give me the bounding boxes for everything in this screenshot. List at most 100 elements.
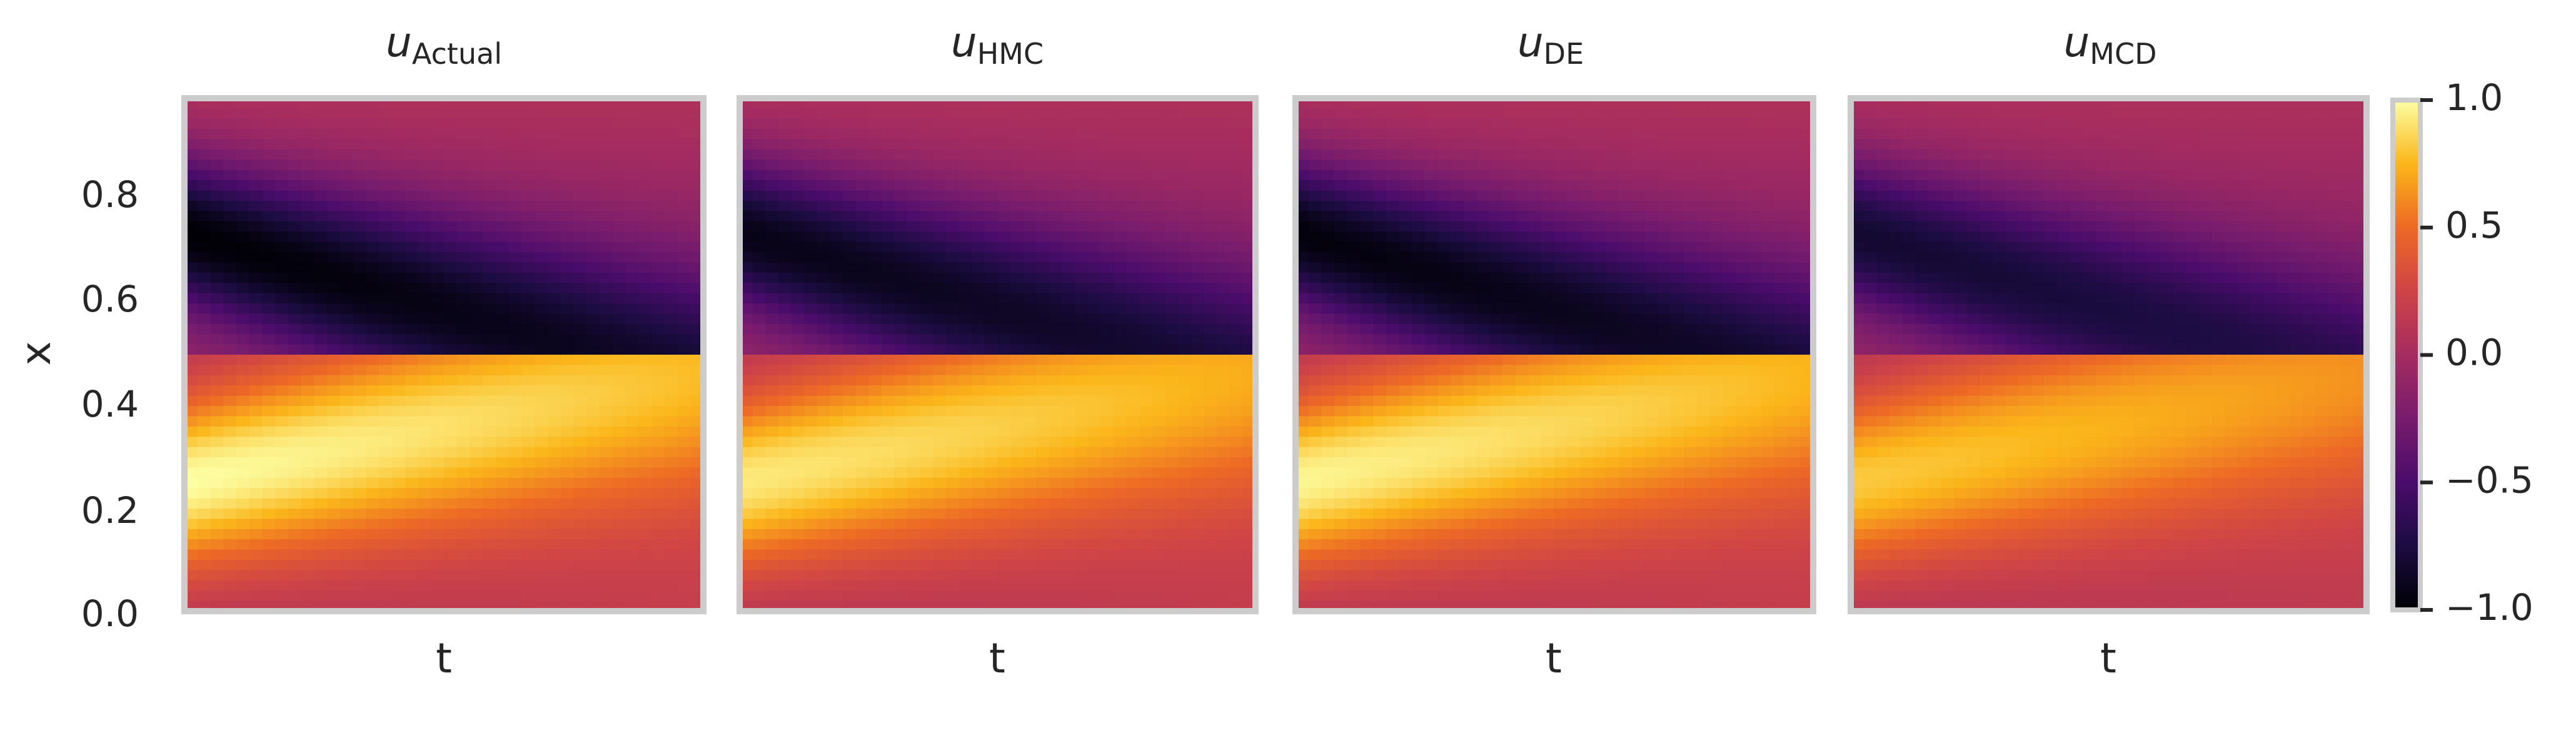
heatmap-cell [1062,262,1076,273]
heatmap-cell [920,355,934,366]
heatmap-cell [638,406,652,417]
heatmap-cell [314,139,328,150]
heatmap-cell [1204,570,1217,581]
heatmap-cell [1412,477,1426,489]
heatmap-cell [314,293,328,304]
heatmap-cell [1023,303,1037,315]
heatmap-cell [1178,303,1192,315]
heatmap-cell [197,221,211,232]
heatmap-cell [327,519,341,530]
heatmap-cell [431,221,445,232]
heatmap-cell [958,323,973,335]
heatmap-cell [288,580,302,591]
heatmap-cell [843,509,857,520]
heatmap-cell [535,447,548,458]
heatmap-cell [1229,252,1244,263]
heatmap-cell [262,509,276,520]
heatmap-cell [521,395,536,407]
heatmap-cell [456,231,471,243]
heatmap-cell [418,129,432,140]
heatmap-cell [1451,272,1464,283]
heatmap-cell [1296,539,1309,550]
heatmap-cell [1036,457,1050,469]
heatmap-cell [1190,355,1205,366]
heatmap-cell [1152,241,1166,253]
heatmap-cell [508,437,523,448]
heatmap-cell [920,160,934,171]
heatmap-cell [984,385,999,397]
heatmap-cell [1464,313,1477,325]
heatmap-cell [1152,190,1166,201]
heatmap-cell [1308,416,1322,427]
heatmap-cell [418,498,432,509]
panel-title-de: uDE [1517,18,1584,71]
heatmap-cell [1062,303,1076,315]
heatmap-cell [1036,385,1050,397]
heatmap-cell [210,539,224,550]
heatmap-cell [804,580,818,591]
heatmap-cell [1217,231,1230,243]
heatmap-cell [392,118,406,129]
heatmap-cell [1334,118,1348,129]
heatmap-cell [353,426,367,437]
heatmap-cell [843,118,857,129]
heatmap-cell [236,365,250,376]
heatmap-cell [456,180,471,191]
heatmap-cell [548,570,561,581]
heatmap-cell [366,334,380,345]
heatmap-cell [1399,560,1413,571]
heatmap-cell [1437,108,1452,119]
heatmap-cell [197,334,211,345]
heatmap-cell [1386,129,1400,140]
heatmap-cell [1087,231,1102,243]
heatmap-cell [405,395,419,407]
heatmap-cell [868,375,882,386]
heatmap-cell [1451,539,1464,550]
heatmap-cell [920,334,934,345]
heatmap-cell [1321,150,1335,161]
heatmap-cell [1062,150,1076,161]
heatmap-cell [340,170,354,181]
heatmap-cell [652,150,665,161]
heatmap-cell [353,272,367,283]
heatmap-cell [843,180,857,191]
heatmap-cell [946,139,960,150]
heatmap-cell [1451,498,1464,509]
heatmap-cell [1308,334,1322,345]
heatmap-cell [830,375,843,386]
heatmap-cell [1528,395,1542,407]
heatmap-cell [197,539,211,550]
heatmap-cell [894,416,908,427]
heatmap-cell [933,580,947,591]
heatmap-cell [664,467,678,479]
heatmap-cell [1399,344,1413,355]
heatmap-cell [314,355,328,366]
heatmap-cell [1321,477,1335,489]
heatmap-cell [470,560,484,571]
heatmap-cell [625,160,640,171]
heatmap-cell [1347,591,1361,602]
heatmap-cell [301,170,315,181]
heatmap-cell [600,211,613,222]
heatmap-cell [223,549,237,560]
heatmap-cell [1515,447,1529,458]
heatmap-cell [1217,375,1230,386]
heatmap-cell [778,385,792,397]
heatmap-cell [1464,375,1477,386]
heatmap-cell [1126,447,1140,458]
heatmap-cell [431,252,445,263]
heatmap-cell [1425,519,1439,530]
heatmap-cell [508,252,523,263]
heatmap-cell [275,272,289,283]
heatmap-cell [392,241,406,253]
heatmap-cell [548,150,561,161]
heatmap-cell [1204,118,1217,129]
heatmap-cell [210,416,224,427]
heatmap-cell [997,570,1011,581]
heatmap-cell [223,365,237,376]
heatmap-cell [664,539,678,550]
heatmap-cell [392,108,406,119]
heatmap-cell [1229,498,1244,509]
heatmap-cell [664,323,678,335]
heatmap-cell [791,201,805,212]
